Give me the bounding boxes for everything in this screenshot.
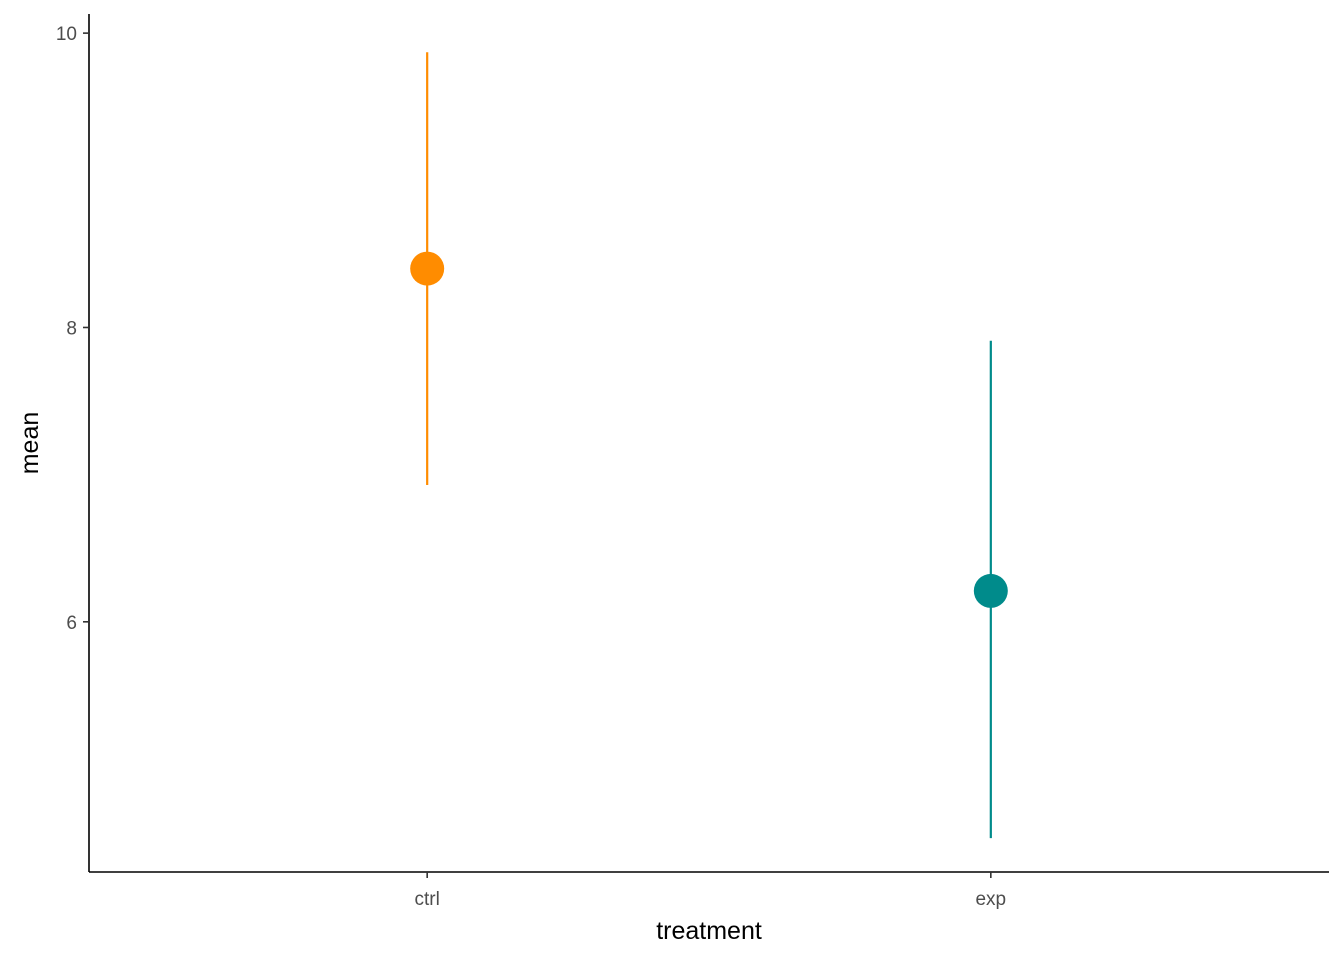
y-tick-label: 10 xyxy=(56,24,77,45)
mean-point-ctrl xyxy=(410,251,445,286)
x-axis-ticks: ctrl exp xyxy=(415,872,1006,910)
y-tick-label: 8 xyxy=(66,318,77,339)
mean-point-exp xyxy=(973,573,1008,608)
x-tick-label: exp xyxy=(975,889,1006,910)
x-axis-title: treatment xyxy=(656,917,762,945)
y-tick-label: 6 xyxy=(66,613,77,634)
y-axis-title: mean xyxy=(16,412,44,475)
plot-area xyxy=(410,52,1008,839)
y-axis-ticks: 6 8 10 xyxy=(56,24,89,634)
x-tick-label: ctrl xyxy=(415,889,440,910)
